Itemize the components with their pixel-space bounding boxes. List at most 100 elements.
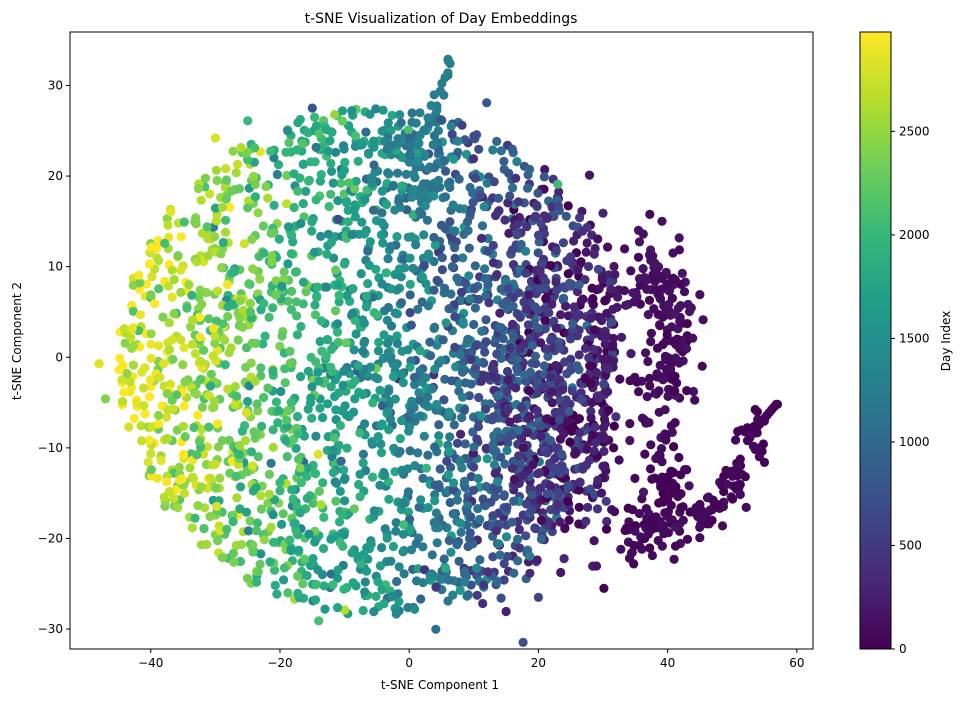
scatter-point [237,540,246,549]
scatter-point [663,330,672,339]
scatter-point [611,412,620,421]
scatter-point [137,436,146,445]
scatter-point [387,321,396,330]
scatter-point [331,265,340,274]
scatter-point [493,391,502,400]
scatter-point [431,481,440,490]
scatter-point [263,383,272,392]
scatter-point [489,241,498,250]
scatter-point [742,503,751,512]
scatter-point [537,535,546,544]
scatter-point [271,581,280,590]
scatter-point [241,363,250,372]
scatter-point [643,392,652,401]
scatter-point [139,383,148,392]
scatter-point [307,227,316,236]
scatter-point [448,262,457,271]
scatter-point [479,580,488,589]
scatter-point [471,174,480,183]
scatter-point [650,259,659,268]
scatter-point [673,335,682,344]
scatter-point [310,248,319,257]
scatter-point [386,284,395,293]
scatter-point [556,310,565,319]
scatter-point [489,258,498,267]
scatter-point [439,335,448,344]
scatter-point [342,338,351,347]
scatter-point [751,426,760,435]
scatter-point [558,385,567,394]
scatter-point [641,523,650,532]
scatter-point [431,625,440,634]
scatter-point [474,393,483,402]
scatter-point [593,504,602,513]
scatter-point [382,200,391,209]
scatter-point [416,411,425,420]
scatter-point [311,469,320,478]
scatter-point [620,244,629,253]
scatter-point [312,121,321,130]
scatter-point [492,374,501,383]
scatter-point [463,217,472,226]
scatter-point [322,125,331,134]
scatter-point [517,403,526,412]
scatter-point [436,464,445,473]
scatter-point [443,596,452,605]
scatter-point [189,423,198,432]
scatter-point [582,248,591,257]
scatter-point [656,482,665,491]
scatter-point [417,183,426,192]
scatter-point [204,251,213,260]
scatter-point [436,87,445,96]
scatter-point [215,474,224,483]
scatter-point [513,556,522,565]
scatter-point [440,284,449,293]
scatter-point [391,395,400,404]
scatter-point [246,307,255,316]
scatter-point [534,593,543,602]
scatter-point [334,338,343,347]
scatter-point [213,536,222,545]
scatter-point [477,377,486,386]
scatter-point [253,399,262,408]
scatter-point [314,616,323,625]
scatter-point [536,266,545,275]
scatter-point [330,433,339,442]
scatter-point [287,249,296,258]
scatter-point [332,479,341,488]
scatter-point [217,263,226,272]
scatter-point [472,341,481,350]
scatter-point [356,492,365,501]
scatter-point [362,302,371,311]
scatter-point [329,179,338,188]
scatter-point [598,209,607,218]
scatter-point [449,478,458,487]
scatter-point [221,164,230,173]
colorbar-tick-label: 0 [899,642,907,656]
scatter-point [287,287,296,296]
scatter-point [180,343,189,352]
scatter-point [421,201,430,210]
x-tick-label: −40 [138,656,163,670]
scatter-point [276,387,285,396]
scatter-point [591,423,600,432]
scatter-point [357,139,366,148]
scatter-point [247,447,256,456]
scatter-point [512,157,521,166]
scatter-point [415,108,424,117]
scatter-point [316,232,325,241]
scatter-point [502,532,511,541]
scatter-point [177,232,186,241]
x-tick-label: 20 [531,656,546,670]
scatter-point [358,390,367,399]
scatter-point [519,638,528,647]
scatter-point [386,557,395,566]
scatter-point [310,300,319,309]
scatter-point [377,448,386,457]
scatter-point [222,525,231,534]
scatter-point [504,229,513,238]
scatter-point [293,589,302,598]
scatter-point [602,525,611,534]
scatter-point [669,442,678,451]
scatter-point [326,190,335,199]
